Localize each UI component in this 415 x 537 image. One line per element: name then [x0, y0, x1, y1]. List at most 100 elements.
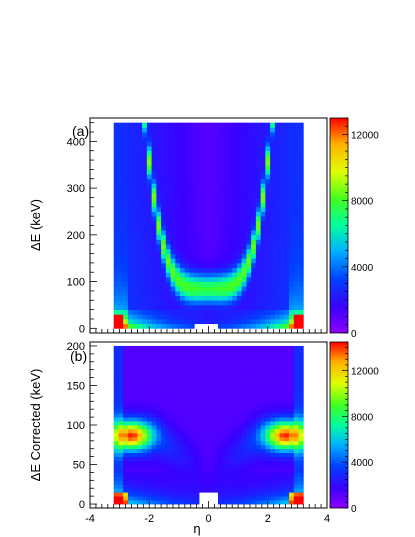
heatmap-cell [298, 432, 304, 438]
heatmap-cell [213, 440, 219, 446]
heatmap-cell [222, 225, 228, 231]
heatmap-cell [246, 452, 252, 458]
heatmap-cell [199, 122, 205, 128]
heatmap-cell [203, 197, 209, 203]
heatmap-cell [175, 276, 181, 282]
heatmap-cell [161, 468, 167, 473]
heatmap-cell [260, 178, 266, 184]
heatmap-cell [199, 318, 205, 325]
heatmap-cell [165, 405, 171, 410]
heatmap-cell [113, 132, 119, 138]
heatmap-cell [232, 127, 238, 133]
heatmap-cell [289, 286, 295, 292]
heatmap-cell [161, 136, 167, 142]
heatmap-cell [298, 413, 304, 418]
heatmap-cell [236, 174, 243, 180]
heatmap-cell [274, 244, 280, 250]
heatmap-cell [279, 456, 285, 461]
heatmap-cell [279, 425, 285, 430]
heatmap-cell [132, 155, 138, 161]
heatmap-cell [274, 220, 280, 226]
heatmap-cell [127, 357, 134, 363]
heatmap-cell [137, 456, 143, 461]
heatmap-cell [222, 136, 228, 142]
heatmap-cell [113, 216, 119, 222]
heatmap-cell [289, 262, 295, 268]
heatmap-cell [123, 132, 129, 138]
heatmap-cell [127, 428, 134, 434]
heatmap-cell [213, 377, 219, 382]
heatmap-cell [199, 417, 205, 422]
heatmap-cell [151, 452, 157, 458]
heatmap-cell [222, 183, 228, 189]
heatmap-cell [255, 272, 262, 278]
heatmap-cell [161, 460, 167, 465]
heatmap-cell [293, 146, 299, 152]
heatmap-cell [236, 425, 243, 430]
heatmap-cell [236, 220, 243, 226]
heatmap-cell [180, 272, 186, 278]
heatmap-cell [132, 272, 138, 278]
heatmap-a-cells [113, 122, 304, 329]
heatmap-cell [217, 155, 224, 161]
heatmap-cell [251, 401, 257, 406]
heatmap-cell [213, 253, 219, 259]
heatmap-cell [251, 425, 257, 430]
heatmap-cell [293, 393, 299, 398]
heatmap-cell [189, 132, 195, 138]
heatmap-cell [184, 178, 190, 184]
heatmap-cell [137, 239, 143, 245]
heatmap-cell [161, 417, 167, 422]
heatmap-cell [284, 377, 290, 382]
heatmap-cell [255, 146, 262, 152]
heatmap-cell [217, 300, 224, 306]
heatmap-cell [123, 448, 129, 454]
heatmap-cell [265, 385, 271, 390]
heatmap-cell [222, 369, 228, 375]
heatmap-cell [170, 436, 176, 442]
heatmap-cell [151, 183, 157, 189]
heatmap-cell [251, 211, 257, 217]
heatmap-cell [127, 385, 134, 390]
heatmap-cell [194, 393, 200, 398]
heatmap-cell [170, 206, 176, 212]
heatmap-cell [123, 290, 129, 296]
heatmap-cell [279, 464, 285, 469]
heatmap-cell [241, 452, 247, 458]
heatmap-cell [180, 436, 186, 442]
heatmap-cell [298, 202, 304, 208]
heatmap-cell [222, 141, 228, 147]
heatmap-cell [274, 234, 280, 240]
heatmap-cell [213, 225, 219, 231]
heatmap-cell [113, 309, 119, 315]
heatmap-cell [222, 444, 228, 450]
heatmap-cell [284, 197, 290, 203]
heatmap-cell [293, 225, 299, 231]
heatmap-cell [246, 197, 252, 203]
heatmap-cell [232, 262, 238, 268]
heatmap-cell [241, 428, 247, 434]
heatmap-cell [113, 480, 119, 485]
heatmap-cell [203, 440, 209, 446]
heatmap-cell [123, 456, 129, 461]
heatmap-cell [194, 421, 200, 426]
heatmap-cell [142, 314, 148, 320]
heatmap-cell [208, 389, 214, 394]
heatmap-cell [175, 393, 181, 398]
heatmap-cell [298, 377, 304, 382]
heatmap-cell [161, 248, 167, 254]
heatmap-cell [203, 456, 209, 461]
heatmap-cell [289, 496, 295, 501]
heatmap-cell [208, 183, 214, 189]
heatmap-cell [127, 345, 134, 351]
heatmap-cell [241, 286, 247, 292]
heatmap-cell [232, 202, 238, 208]
heatmap-cell [222, 202, 228, 208]
heatmap-cell [123, 178, 129, 184]
heatmap-cell [208, 480, 214, 485]
heatmap-cell [298, 122, 304, 128]
heatmap-cell [260, 211, 266, 217]
heatmap-cell [289, 448, 295, 454]
heatmap-cell [270, 353, 276, 359]
heatmap-cell [236, 468, 243, 473]
